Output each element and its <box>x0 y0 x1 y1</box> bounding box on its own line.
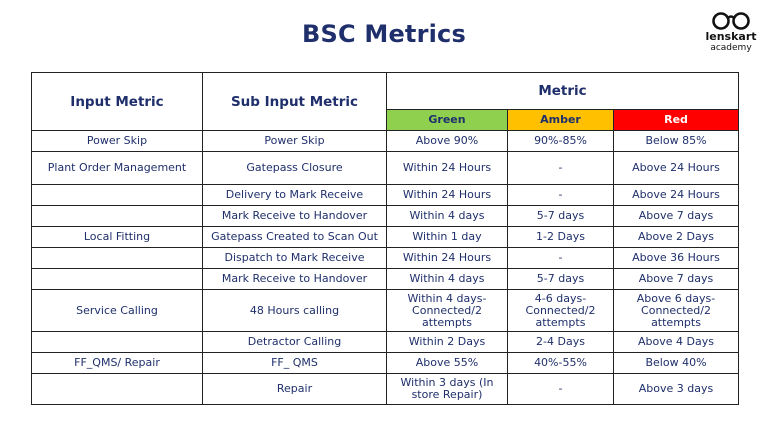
cell-sub-input-metric: Delivery to Mark Receive <box>202 184 387 206</box>
cell-amber: - <box>507 247 614 269</box>
cell-input-metric <box>31 268 203 290</box>
cell-sub-input-metric: Mark Receive to Handover <box>202 268 387 290</box>
bsc-metrics-table: Input Metric Sub Input Metric Metric Gre… <box>31 72 740 405</box>
cell-input-metric <box>31 184 203 206</box>
cell-amber: - <box>507 151 614 185</box>
cell-amber: 1-2 Days <box>507 226 614 248</box>
logo-sub-text: academy <box>710 43 752 53</box>
header-green: Green <box>386 109 508 131</box>
cell-green: Above 55% <box>386 352 508 374</box>
header-amber: Amber <box>507 109 614 131</box>
cell-green: Within 1 day <box>386 226 508 248</box>
header-red: Red <box>612 109 740 131</box>
table-row: Power Skip Power Skip Above 90% 90%-85% … <box>31 130 740 152</box>
cell-sub-input-metric: Detractor Calling <box>202 331 387 353</box>
cell-input-metric: FF_QMS/ Repair <box>31 352 203 374</box>
cell-red: Below 40% <box>612 352 740 374</box>
cell-green: Within 24 Hours <box>386 247 508 269</box>
glasses-icon <box>712 12 750 30</box>
cell-input-metric: Plant Order Management <box>31 151 203 185</box>
cell-red: Above 7 days <box>612 268 740 290</box>
cell-green: Within 2 Days <box>386 331 508 353</box>
header-sub-input-metric: Sub Input Metric <box>202 72 387 131</box>
cell-sub-input-metric: Repair <box>202 373 387 405</box>
cell-amber: - <box>507 184 614 206</box>
cell-sub-input-metric: FF_ QMS <box>202 352 387 374</box>
cell-red: Below 85% <box>612 130 740 152</box>
lenskart-academy-logo: lenskart academy <box>700 10 762 53</box>
cell-sub-input-metric: Dispatch to Mark Receive <box>202 247 387 269</box>
cell-sub-input-metric: Gatepass Closure <box>202 151 387 185</box>
table-row: Mark Receive to Handover Within 4 days 5… <box>31 268 740 290</box>
cell-input-metric: Local Fitting <box>31 226 203 248</box>
cell-red: Above 24 Hours <box>612 151 740 185</box>
table-row: Service Calling 48 Hours calling Within … <box>31 289 740 332</box>
cell-red: Above 4 Days <box>612 331 740 353</box>
cell-amber: 90%-85% <box>507 130 614 152</box>
cell-input-metric <box>31 373 203 405</box>
cell-sub-input-metric: Gatepass Created to Scan Out <box>202 226 387 248</box>
cell-green: Above 90% <box>386 130 508 152</box>
cell-amber: 5-7 days <box>507 268 614 290</box>
cell-red: Above 24 Hours <box>612 184 740 206</box>
table-row: Local Fitting Gatepass Created to Scan O… <box>31 226 740 248</box>
table-row: Detractor Calling Within 2 Days 2-4 Days… <box>31 331 740 353</box>
cell-sub-input-metric: Power Skip <box>202 130 387 152</box>
cell-green: Within 4 days- Connected/2 attempts <box>386 289 508 332</box>
cell-amber: 5-7 days <box>507 205 614 227</box>
table-row: Delivery to Mark Receive Within 24 Hours… <box>31 184 740 206</box>
cell-amber: 4-6 days- Connected/2 attempts <box>507 289 614 332</box>
cell-amber: - <box>507 373 614 405</box>
table-row: Repair Within 3 days (In store Repair) -… <box>31 373 740 405</box>
cell-sub-input-metric: 48 Hours calling <box>202 289 387 332</box>
page-title: BSC Metrics <box>302 20 466 48</box>
table-row: FF_QMS/ Repair FF_ QMS Above 55% 40%-55%… <box>31 352 740 374</box>
cell-green: Within 4 days <box>386 205 508 227</box>
cell-input-metric <box>31 205 203 227</box>
cell-red: Above 36 Hours <box>612 247 740 269</box>
cell-red: Above 7 days <box>612 205 740 227</box>
cell-input-metric <box>31 247 203 269</box>
cell-amber: 2-4 Days <box>507 331 614 353</box>
logo-brand-text: lenskart <box>705 30 757 43</box>
cell-sub-input-metric: Mark Receive to Handover <box>202 205 387 227</box>
header-input-metric: Input Metric <box>31 72 203 131</box>
cell-input-metric <box>31 331 203 353</box>
cell-green: Within 24 Hours <box>386 184 508 206</box>
cell-green: Within 24 Hours <box>386 151 508 185</box>
header-metric: Metric <box>385 72 740 110</box>
cell-red: Above 3 days <box>612 373 740 405</box>
cell-red: Above 2 Days <box>612 226 740 248</box>
cell-green: Within 4 days <box>386 268 508 290</box>
table-row: Dispatch to Mark Receive Within 24 Hours… <box>31 247 740 269</box>
cell-red: Above 6 days- Connected/2 attempts <box>612 289 740 332</box>
cell-input-metric: Power Skip <box>31 130 203 152</box>
cell-green: Within 3 days (In store Repair) <box>386 373 508 405</box>
table-row: Plant Order Management Gatepass Closure … <box>31 151 740 185</box>
cell-input-metric: Service Calling <box>31 289 203 332</box>
table-row: Mark Receive to Handover Within 4 days 5… <box>31 205 740 227</box>
cell-amber: 40%-55% <box>507 352 614 374</box>
